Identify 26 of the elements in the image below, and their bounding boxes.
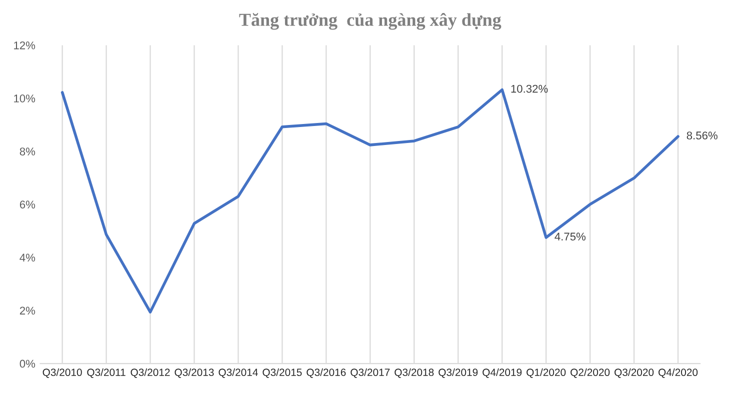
y-tick-label: 0%	[20, 360, 36, 368]
x-tick-label: Q3/2019	[438, 368, 478, 378]
x-tick-label: Q3/2017	[350, 368, 390, 378]
y-tick-label: 4%	[20, 254, 36, 262]
data-label: 8.56%	[686, 132, 718, 140]
x-tick-label: Q3/2014	[218, 368, 258, 378]
x-tick-label: Q1/2020	[526, 368, 566, 378]
x-tick-label: Q3/2012	[130, 368, 170, 378]
chart-title: Tăng trưởng của ngàng xây dựng	[239, 13, 502, 30]
x-tick-label: Q4/2020	[658, 368, 698, 378]
x-tick-label: Q3/2016	[306, 368, 346, 378]
x-tick-label: Q2/2020	[570, 368, 610, 378]
x-tick-label: Q3/2020	[614, 368, 654, 378]
data-label: 10.32%	[511, 84, 548, 93]
x-tick-label: Q3/2011	[87, 368, 126, 378]
y-tick-label: 12%	[14, 41, 36, 50]
y-tick-label: 10%	[14, 94, 36, 102]
y-tick-label: 6%	[20, 200, 36, 208]
x-tick-label: Q3/2010	[42, 368, 82, 378]
x-tick-label: Q4/2019	[482, 368, 522, 378]
data-label: 4.75%	[554, 232, 586, 240]
y-tick-label: 8%	[20, 148, 36, 156]
x-tick-label: Q3/2015	[262, 368, 302, 378]
y-tick-label: 2%	[20, 306, 36, 315]
x-tick-label: Q3/2018	[394, 368, 434, 378]
x-tick-label: Q3/2013	[174, 368, 214, 378]
